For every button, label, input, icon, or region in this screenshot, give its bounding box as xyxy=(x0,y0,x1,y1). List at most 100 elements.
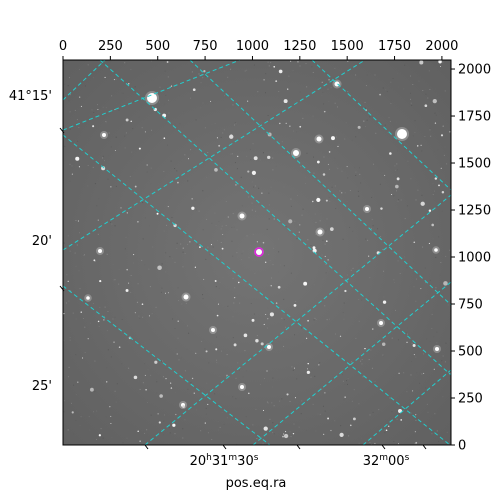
noise-pixel xyxy=(128,367,130,369)
noise-pixel xyxy=(378,409,380,411)
noise-pixel xyxy=(214,393,216,395)
star xyxy=(218,144,221,147)
noise-pixel xyxy=(252,424,254,426)
noise-pixel xyxy=(401,422,403,424)
noise-pixel xyxy=(92,166,94,168)
star xyxy=(214,168,218,172)
noise-pixel xyxy=(405,430,407,432)
noise-pixel xyxy=(68,127,70,129)
noise-pixel xyxy=(152,246,154,248)
noise-pixel xyxy=(158,187,160,189)
noise-pixel xyxy=(261,333,263,335)
star xyxy=(106,381,108,383)
star xyxy=(177,181,179,184)
noise-pixel xyxy=(84,326,86,328)
noise-pixel xyxy=(330,87,332,89)
noise-pixel xyxy=(91,109,93,111)
noise-pixel xyxy=(75,419,77,421)
noise-pixel xyxy=(165,271,167,273)
noise-pixel xyxy=(266,228,268,230)
noise-pixel xyxy=(340,425,342,427)
noise-pixel xyxy=(313,319,315,321)
noise-pixel xyxy=(175,347,177,349)
star xyxy=(349,424,352,427)
star xyxy=(289,125,291,127)
noise-pixel xyxy=(367,239,369,241)
star xyxy=(176,353,178,355)
x-tick-label: 250 xyxy=(98,39,123,54)
star xyxy=(182,247,184,249)
noise-pixel xyxy=(75,265,77,267)
noise-pixel xyxy=(183,111,185,113)
star xyxy=(346,166,348,168)
noise-pixel xyxy=(176,242,178,244)
noise-pixel xyxy=(304,182,306,184)
noise-pixel xyxy=(96,205,98,207)
noise-pixel xyxy=(205,258,207,260)
star xyxy=(71,411,74,414)
star xyxy=(203,278,205,280)
noise-pixel xyxy=(342,374,344,376)
noise-pixel xyxy=(269,418,271,420)
noise-pixel xyxy=(69,339,71,341)
noise-pixel xyxy=(149,225,151,227)
noise-pixel xyxy=(310,66,312,68)
noise-pixel xyxy=(149,150,151,152)
y-tick-label: 750 xyxy=(458,298,483,313)
noise-pixel xyxy=(204,127,206,129)
noise-pixel xyxy=(187,180,189,182)
star xyxy=(71,173,73,175)
star xyxy=(382,300,387,304)
star xyxy=(133,375,138,380)
noise-pixel xyxy=(102,155,104,157)
noise-pixel xyxy=(429,129,431,131)
noise-pixel xyxy=(271,386,273,388)
noise-pixel xyxy=(217,420,219,422)
noise-pixel xyxy=(271,277,273,279)
noise-pixel xyxy=(241,253,243,255)
grid-line xyxy=(311,60,451,191)
star xyxy=(256,241,258,243)
noise-pixel xyxy=(172,318,174,320)
noise-pixel xyxy=(405,332,407,334)
noise-pixel xyxy=(245,370,247,372)
noise-pixel xyxy=(182,266,184,268)
noise-pixel xyxy=(283,298,285,300)
noise-pixel xyxy=(201,340,203,342)
noise-pixel xyxy=(315,430,317,432)
star xyxy=(420,201,425,206)
noise-pixel xyxy=(319,220,321,222)
star xyxy=(214,280,217,282)
noise-pixel xyxy=(397,310,399,312)
noise-pixel xyxy=(204,119,206,121)
noise-pixel xyxy=(396,418,398,420)
star xyxy=(253,156,258,161)
noise-pixel xyxy=(190,68,192,70)
noise-pixel xyxy=(206,218,208,220)
noise-pixel xyxy=(382,172,384,174)
noise-pixel xyxy=(326,218,328,220)
noise-pixel xyxy=(223,164,225,166)
noise-pixel xyxy=(87,185,89,187)
noise-pixel xyxy=(141,127,143,129)
noise-pixel xyxy=(240,258,242,260)
star xyxy=(98,249,102,253)
noise-pixel xyxy=(265,73,267,75)
x-tick-label: 1750 xyxy=(378,39,411,54)
noise-pixel xyxy=(313,172,315,174)
noise-pixel xyxy=(200,107,202,109)
noise-pixel xyxy=(342,238,344,240)
noise-pixel xyxy=(67,235,69,237)
noise-pixel xyxy=(267,166,269,168)
noise-pixel xyxy=(359,173,361,175)
noise-pixel xyxy=(347,91,349,93)
noise-pixel xyxy=(389,120,391,122)
noise-pixel xyxy=(336,166,338,168)
star xyxy=(251,170,256,175)
noise-pixel xyxy=(232,277,234,279)
noise-pixel xyxy=(347,377,349,379)
y-tick-label: 1000 xyxy=(458,251,491,266)
noise-pixel xyxy=(320,213,322,215)
star xyxy=(239,213,245,219)
noise-pixel xyxy=(305,161,307,163)
